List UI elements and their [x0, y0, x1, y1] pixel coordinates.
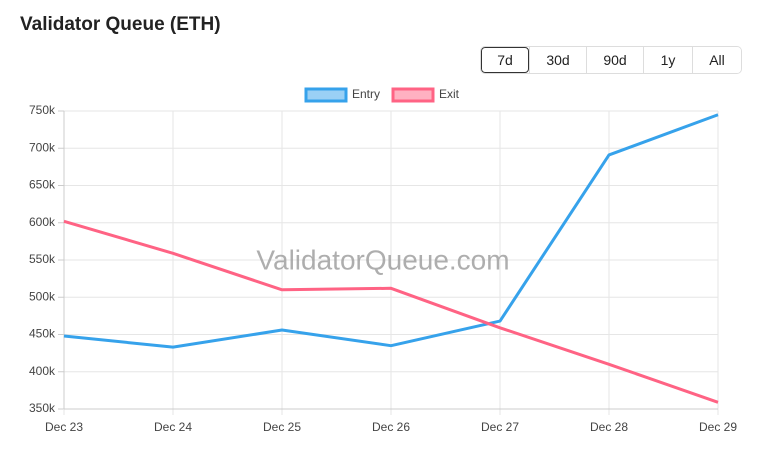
series-line — [63, 113, 719, 349]
legend-label: Exit — [439, 87, 460, 101]
x-tick-label: Dec 29 — [699, 420, 737, 434]
y-tick-label: 700k — [29, 140, 56, 154]
y-tick-label: 400k — [29, 364, 56, 378]
range-button[interactable]: 1y — [643, 47, 692, 73]
y-tick-label: 600k — [29, 215, 56, 229]
chart-title: Validator Queue (ETH) — [20, 14, 221, 35]
y-tick-label: 750k — [29, 103, 56, 117]
y-tick-label: 350k — [29, 401, 56, 415]
range-button[interactable]: All — [692, 47, 741, 73]
legend-swatch — [391, 87, 435, 103]
x-tick-label: Dec 24 — [154, 420, 192, 434]
y-tick-label: 650k — [29, 178, 56, 192]
range-button[interactable]: 90d — [586, 47, 643, 73]
y-tick-label: 500k — [29, 289, 56, 303]
watermark: ValidatorQueue.com — [256, 244, 509, 275]
series-line — [63, 219, 719, 404]
y-tick-label: 550k — [29, 252, 56, 266]
x-tick-label: Dec 23 — [45, 420, 83, 434]
x-tick-label: Dec 26 — [372, 420, 410, 434]
x-tick-label: Dec 25 — [263, 420, 301, 434]
legend-swatch — [304, 87, 348, 103]
x-tick-label: Dec 28 — [590, 420, 628, 434]
range-button[interactable]: 30d — [529, 47, 586, 73]
x-tick-label: Dec 27 — [481, 420, 519, 434]
range-buttons: 7d 30d 90d 1y All — [480, 46, 742, 74]
legend-label: Entry — [352, 87, 380, 101]
y-tick-label: 450k — [29, 327, 56, 341]
range-button[interactable]: 7d — [481, 47, 529, 73]
